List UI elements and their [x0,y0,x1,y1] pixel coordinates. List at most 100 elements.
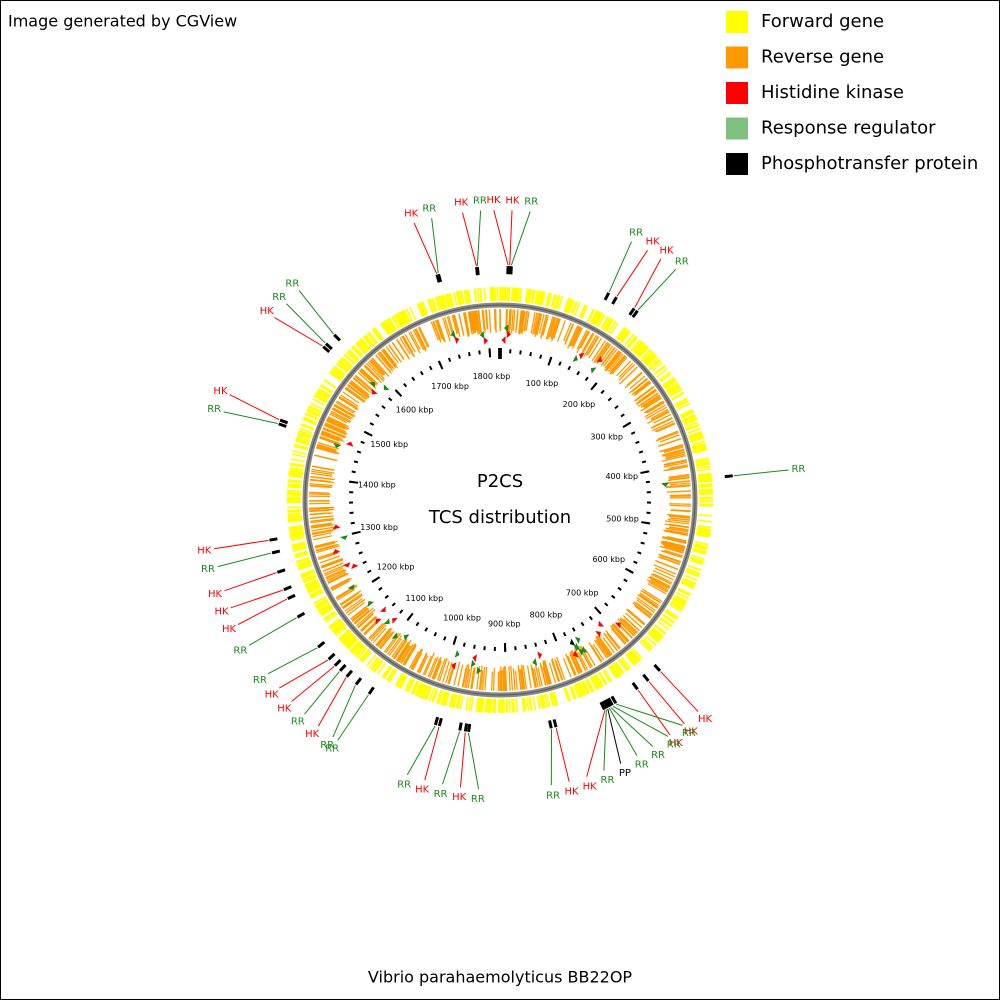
forward-gene [673,596,687,605]
reverse-gene [370,624,387,642]
reverse-gene [325,422,347,433]
reverse-gene [669,494,691,497]
forward-gene [682,413,696,421]
minor-tick [567,365,572,371]
reverse-gene [619,366,638,385]
reverse-gene [662,540,686,548]
reverse-gene [669,517,691,521]
reverse-gene [314,542,336,549]
forward-gene [696,532,711,537]
forward-gene [586,678,595,692]
minor-tick [362,560,367,565]
reverse-gene [402,644,415,665]
forward-gene [589,676,598,691]
leader-line [267,647,318,675]
minor-tick [381,405,386,410]
reverse-gene [310,522,333,527]
reverse-gene [391,639,405,658]
reverse-gene [650,579,670,590]
reverse-gene [435,319,445,342]
forward-gene [525,697,530,712]
forward-gene [289,468,304,473]
forward-gene [297,561,312,568]
reverse-gene [571,326,582,347]
forward-gene [434,296,441,311]
leader-line [223,411,278,425]
tick-label: 1400 kbp [358,481,396,490]
backbone-edge [304,304,696,696]
forward-gene [416,303,424,317]
feature-tick [437,717,443,727]
reverse-gene [651,417,673,429]
feature-label: RR [629,228,643,239]
forward-gene [652,627,664,638]
legend-swatch [726,11,748,33]
forward-gene [661,614,675,624]
forward-gene [685,569,700,577]
reverse-gene [660,556,681,565]
reverse-gene [493,309,496,330]
leader-line [332,685,356,738]
forward-gene [675,399,689,408]
feature-marker [470,659,476,668]
feature-label: HK [214,607,229,618]
feature-label: RR [434,789,448,800]
tick-label: 1500 kbp [370,440,408,449]
reverse-gene [633,601,653,617]
forward-gene [309,589,324,598]
legend-label: Histidine kinase [761,82,904,103]
forward-gene [295,556,310,563]
leader-line [317,677,347,727]
feature-tick [653,663,662,672]
feature-marker [572,650,579,658]
forward-gene [593,311,602,325]
leader-line [603,709,607,771]
feature-marker [451,662,457,670]
reverse-gene [322,562,344,572]
reverse-gene [670,482,691,486]
minor-tick [419,370,424,376]
forward-gene [586,308,595,322]
reverse-gene [319,435,340,445]
forward-gene [314,393,328,402]
tick-label: 1100 kbp [406,594,444,603]
reverse-gene [344,598,363,612]
forward-gene [665,381,678,391]
forward-gene [323,611,337,621]
forward-gene [315,599,329,608]
reverse-gene [417,653,428,673]
legend-label: Phosphotransfer protein [761,153,978,174]
reverse-gene [667,477,690,482]
forward-gene [431,688,438,703]
forward-gene [287,489,302,492]
forward-gene [666,383,680,393]
forward-gene [619,329,630,342]
reverse-gene [327,572,348,584]
forward-gene [380,322,390,336]
reverse-gene [604,350,620,369]
forward-gene [690,554,705,561]
forward-gene [648,631,660,642]
feature-label: PP [619,768,631,779]
forward-gene [679,408,694,417]
reverse-gene [408,331,421,354]
forward-gene [309,588,323,596]
forward-gene [687,427,701,435]
forward-gene [670,600,684,610]
forward-gene [573,684,580,699]
reverse-gene [534,664,541,687]
reverse-gene [323,563,347,575]
forward-gene [536,290,541,305]
minor-tick [641,460,647,464]
reverse-gene [635,601,653,616]
reverse-gene [645,401,665,414]
forward-gene [698,488,713,491]
forward-gene [364,334,375,347]
reverse-gene [584,648,596,667]
reverse-gene [310,517,335,522]
feature-marker [537,651,543,660]
leader-line [616,703,683,726]
forward-gene [635,343,646,356]
forward-gene [295,437,310,444]
minor-tick [637,551,642,555]
